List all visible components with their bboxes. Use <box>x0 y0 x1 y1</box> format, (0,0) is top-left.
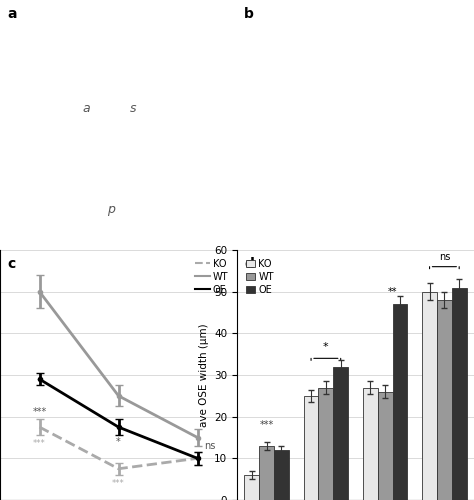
Text: ***: *** <box>32 408 46 418</box>
Text: **: ** <box>388 286 397 296</box>
Text: a: a <box>7 8 17 22</box>
Text: *: * <box>323 342 328 352</box>
Text: *: * <box>116 436 121 446</box>
Text: a: a <box>83 102 91 116</box>
Bar <box>452 288 466 500</box>
Text: ns: ns <box>439 252 450 262</box>
Bar <box>319 388 333 500</box>
Text: ns: ns <box>204 441 215 451</box>
Text: b: b <box>244 8 254 22</box>
Legend: KO, WT, OE: KO, WT, OE <box>191 255 232 298</box>
Bar <box>333 366 348 500</box>
Bar <box>378 392 392 500</box>
Text: ***: *** <box>33 439 46 448</box>
Text: d: d <box>244 258 254 272</box>
Text: s: s <box>130 102 137 116</box>
Bar <box>392 304 407 500</box>
Bar <box>422 292 437 500</box>
Bar <box>245 475 259 500</box>
Text: p: p <box>107 202 115 215</box>
Text: c: c <box>7 258 15 272</box>
Bar <box>437 300 452 500</box>
Bar <box>259 446 274 500</box>
Bar <box>363 388 378 500</box>
Bar <box>304 396 319 500</box>
Bar <box>274 450 289 500</box>
Y-axis label: ave OSE width (μm): ave OSE width (μm) <box>199 323 209 427</box>
Text: ***: *** <box>112 479 125 488</box>
Legend: KO, WT, OE: KO, WT, OE <box>242 255 278 298</box>
Text: ***: *** <box>259 420 274 430</box>
